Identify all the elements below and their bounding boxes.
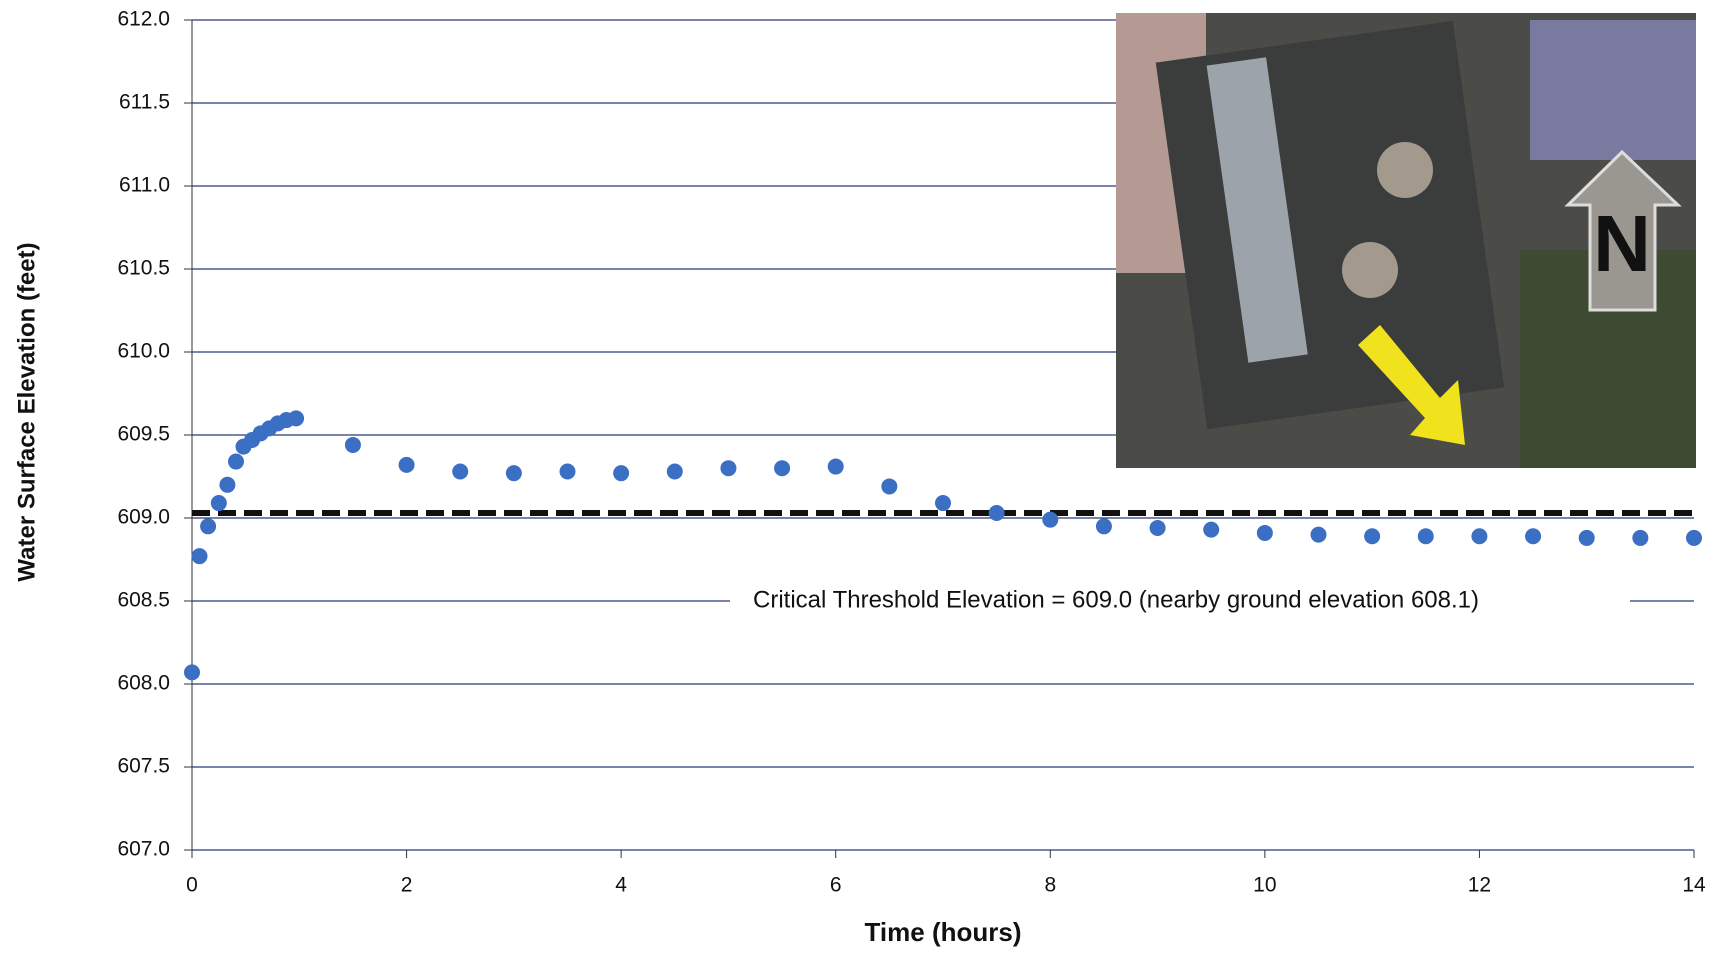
data-point	[398, 456, 415, 473]
data-point	[1632, 529, 1649, 546]
y-tick-label: 612.0	[117, 8, 170, 31]
data-point	[1149, 519, 1166, 536]
x-axis-title: Time (hours)	[865, 917, 1022, 947]
data-point	[666, 463, 683, 480]
y-tick-label: 611.0	[119, 174, 170, 197]
data-point	[200, 518, 217, 535]
data-point	[1095, 518, 1112, 535]
data-point	[1256, 524, 1273, 541]
data-point	[219, 476, 236, 493]
data-point	[191, 548, 208, 565]
data-point	[1578, 529, 1595, 546]
y-tick-label: 611.5	[119, 91, 170, 114]
annotation: Critical Threshold Elevation = 609.0 (ne…	[753, 586, 1479, 613]
y-tick-label: 610.5	[117, 257, 170, 280]
data-point	[827, 458, 844, 475]
data-point	[1203, 521, 1220, 538]
data-point	[1686, 529, 1702, 546]
y-axis-title: Water Surface Elevation (feet)	[13, 242, 40, 581]
data-point	[935, 495, 951, 512]
y-tick-label: 607.5	[117, 755, 170, 778]
data-point	[1310, 526, 1327, 543]
data-point	[613, 465, 630, 482]
data-point	[881, 478, 898, 495]
x-tick-label: 0	[186, 874, 198, 897]
data-point	[210, 495, 227, 512]
data-point	[1364, 528, 1381, 545]
y-tick-label: 608.5	[117, 589, 170, 612]
x-tick-label: 12	[1468, 874, 1491, 897]
x-tick-label: 4	[615, 874, 627, 897]
y-tick-label: 607.0	[117, 838, 170, 861]
data-point	[1042, 511, 1059, 528]
data-point	[227, 453, 244, 470]
data-point	[720, 460, 737, 477]
data-point	[288, 410, 305, 427]
x-tick-label: 10	[1253, 874, 1276, 897]
data-point	[505, 465, 522, 482]
y-tick-label: 608.0	[117, 672, 170, 695]
data-point	[774, 460, 791, 477]
data-point	[559, 463, 576, 480]
x-tick-label: 14	[1682, 874, 1706, 897]
x-tick-label: 8	[1044, 874, 1056, 897]
data-point	[344, 436, 361, 453]
data-point	[184, 664, 200, 681]
inset-photo: N	[1116, 13, 1696, 468]
data-point	[1417, 528, 1434, 545]
y-tick-label: 609.0	[117, 506, 170, 529]
data-point	[1471, 528, 1488, 545]
annotation-bg	[730, 583, 1630, 619]
inset-label: N	[1593, 199, 1651, 288]
data-point	[1525, 528, 1542, 545]
y-tick-label: 610.0	[117, 340, 170, 363]
x-tick-label: 6	[830, 874, 842, 897]
x-tick-label: 2	[401, 874, 413, 897]
y-tick-label: 609.5	[117, 423, 170, 446]
data-point	[988, 505, 1005, 522]
data-point	[452, 463, 469, 480]
